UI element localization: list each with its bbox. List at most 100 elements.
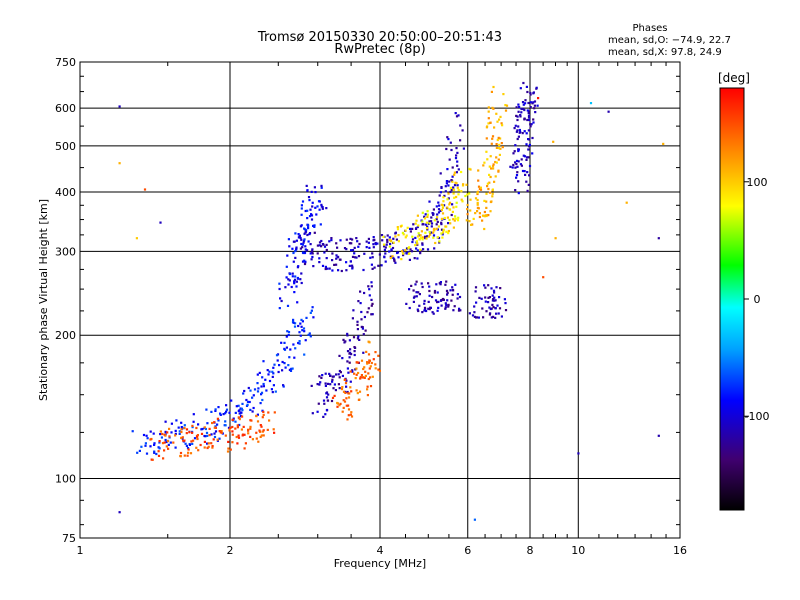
echo-point bbox=[589, 102, 593, 105]
echo-point bbox=[485, 206, 488, 209]
echo-point bbox=[361, 327, 364, 330]
echo-point bbox=[445, 147, 448, 151]
x-tick-label: 2 bbox=[227, 544, 234, 557]
echo-point bbox=[456, 151, 459, 154]
echo-point bbox=[158, 441, 161, 444]
echo-point bbox=[326, 399, 329, 402]
echo-point bbox=[457, 189, 460, 192]
echo-point bbox=[446, 198, 449, 201]
echo-point bbox=[525, 158, 528, 161]
echo-point bbox=[367, 237, 370, 240]
echo-point bbox=[262, 385, 265, 388]
echo-point bbox=[185, 444, 188, 447]
echo-point bbox=[417, 224, 420, 227]
echo-point bbox=[331, 378, 334, 381]
echo-point bbox=[474, 290, 477, 293]
echo-point bbox=[514, 166, 517, 169]
echo-point bbox=[487, 296, 490, 299]
echo-point bbox=[366, 311, 369, 314]
echo-point bbox=[481, 219, 484, 222]
y-tick-label: 100 bbox=[55, 473, 76, 486]
echo-point bbox=[437, 306, 440, 309]
echo-point bbox=[458, 307, 461, 310]
echo-point bbox=[174, 429, 177, 432]
echo-point bbox=[365, 240, 368, 243]
echo-point bbox=[311, 205, 314, 208]
echo-point bbox=[353, 256, 357, 259]
echo-point bbox=[205, 431, 209, 434]
echo-point bbox=[143, 188, 147, 191]
echo-point bbox=[522, 103, 525, 106]
echo-point bbox=[451, 166, 454, 169]
echo-point bbox=[430, 220, 433, 223]
echo-point bbox=[452, 226, 455, 229]
echo-point bbox=[448, 208, 452, 211]
echo-point bbox=[496, 138, 499, 142]
echo-point bbox=[489, 210, 492, 213]
echo-point bbox=[421, 236, 424, 239]
echo-point bbox=[262, 360, 265, 363]
echo-point bbox=[353, 350, 356, 353]
echo-point bbox=[170, 422, 173, 425]
echo-point bbox=[318, 200, 321, 203]
echo-point bbox=[149, 438, 152, 441]
echo-point bbox=[456, 160, 459, 163]
echo-point bbox=[369, 385, 373, 388]
echo-point bbox=[448, 158, 451, 161]
echo-point bbox=[146, 437, 149, 440]
echo-point bbox=[271, 370, 274, 373]
echo-point bbox=[362, 367, 365, 371]
echo-point bbox=[199, 443, 202, 447]
echo-point bbox=[415, 247, 418, 250]
echo-point bbox=[552, 140, 555, 143]
echo-point bbox=[339, 402, 342, 405]
echo-point bbox=[514, 124, 517, 127]
echo-point bbox=[530, 123, 533, 126]
echo-point bbox=[303, 251, 307, 254]
echo-point bbox=[499, 115, 502, 118]
echo-point bbox=[158, 447, 161, 450]
echo-point bbox=[391, 246, 395, 250]
echo-point bbox=[439, 172, 442, 175]
echo-point bbox=[414, 222, 417, 225]
echo-point bbox=[272, 372, 275, 375]
echo-point bbox=[186, 454, 189, 457]
echo-point bbox=[536, 104, 539, 107]
echo-point bbox=[237, 436, 241, 439]
echo-point bbox=[360, 318, 363, 321]
echo-point bbox=[219, 431, 222, 434]
echo-point bbox=[432, 212, 435, 215]
echo-point bbox=[519, 87, 522, 90]
echo-point bbox=[417, 291, 420, 294]
echo-point bbox=[216, 438, 219, 441]
echo-point bbox=[287, 364, 290, 367]
echo-point bbox=[287, 333, 290, 337]
echo-point bbox=[433, 289, 437, 293]
echo-point bbox=[488, 191, 492, 194]
echo-point bbox=[447, 138, 450, 141]
echo-point bbox=[353, 252, 356, 255]
echo-point bbox=[320, 184, 323, 187]
echo-point bbox=[373, 238, 376, 241]
echo-point bbox=[292, 318, 295, 321]
echo-point bbox=[451, 286, 454, 289]
echo-point bbox=[526, 189, 529, 192]
echo-point bbox=[235, 435, 238, 439]
echo-point bbox=[418, 293, 421, 296]
echo-point bbox=[454, 215, 457, 218]
y-tick-label: 300 bbox=[55, 245, 76, 258]
echo-point bbox=[306, 223, 310, 227]
echo-point bbox=[432, 312, 435, 315]
echo-point bbox=[452, 309, 455, 312]
echo-point bbox=[523, 108, 526, 112]
echo-point bbox=[246, 400, 250, 403]
echo-point bbox=[351, 370, 354, 373]
echo-point bbox=[418, 304, 421, 307]
echo-point bbox=[288, 356, 291, 359]
echo-point bbox=[522, 107, 525, 110]
echo-point bbox=[179, 451, 183, 455]
echo-point bbox=[242, 392, 245, 395]
echo-point bbox=[516, 165, 519, 168]
echo-point bbox=[399, 225, 402, 228]
echo-point bbox=[431, 295, 434, 299]
